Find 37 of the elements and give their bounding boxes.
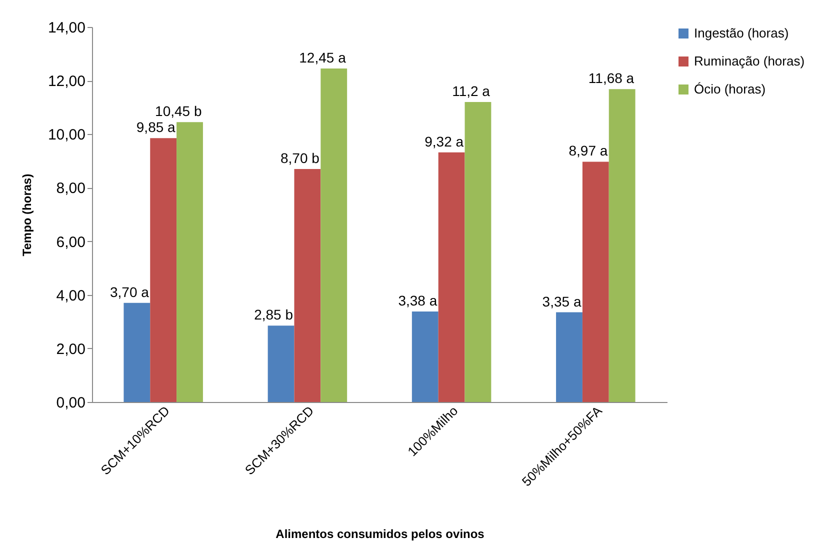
y-tick-label: 14,00: [48, 20, 86, 36]
y-tick-label: 2,00: [56, 340, 86, 358]
data-label: 11,2 a: [452, 83, 490, 99]
data-label: 3,35 a: [542, 293, 582, 310]
data-label: 9,85 a: [136, 119, 176, 136]
legend-label: Ingestão (horas): [694, 26, 789, 40]
data-label: 2,85 b: [254, 306, 294, 323]
x-axis-title: Alimentos consumidos pelos ovinos: [276, 527, 485, 542]
data-label: 11,68 a: [588, 70, 634, 86]
data-label: 3,38 a: [398, 292, 438, 308]
y-axis-title: Tempo (horas): [20, 174, 34, 256]
bar: [464, 102, 492, 402]
y-tick-label: 6,00: [56, 234, 86, 251]
bar: [294, 168, 321, 402]
data-label: 10,45 b: [155, 103, 202, 120]
legend-label: Ócio (horas): [694, 82, 766, 96]
legend-label: Ruminação (horas): [694, 54, 805, 68]
data-label: 12,45 a: [299, 50, 346, 66]
data-label: 8,97 a: [568, 142, 608, 159]
data-label: 8,70 b: [280, 150, 320, 166]
y-tick-label: 4,00: [56, 287, 86, 304]
bar: [412, 311, 438, 402]
y-tick-label: 0,00: [56, 394, 86, 412]
bar: [124, 302, 150, 402]
data-label: 9,32 a: [424, 133, 464, 150]
bar: [268, 326, 294, 402]
bar: [608, 89, 636, 402]
bar: [438, 152, 465, 402]
bar: [176, 122, 203, 402]
bar: [582, 162, 609, 402]
bar: [556, 312, 582, 402]
y-tick-label: 12,00: [48, 73, 86, 90]
y-tick-label: 8,00: [56, 180, 86, 198]
bar: [320, 68, 348, 402]
data-label: 3,70 a: [110, 284, 150, 300]
bar: [150, 138, 177, 402]
y-tick-label: 10,00: [48, 126, 86, 144]
